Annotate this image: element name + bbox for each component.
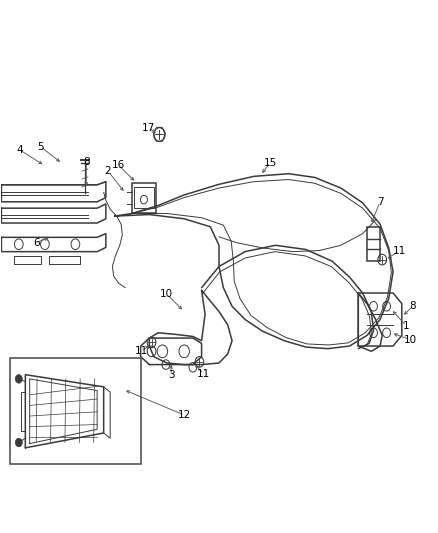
Text: 17: 17 xyxy=(142,123,155,133)
Text: 11: 11 xyxy=(392,246,406,256)
Text: 15: 15 xyxy=(264,158,277,167)
Text: 6: 6 xyxy=(33,238,39,248)
Circle shape xyxy=(15,375,22,383)
Text: 4: 4 xyxy=(16,145,23,155)
Bar xyxy=(132,183,156,214)
Bar xyxy=(367,227,380,261)
Bar xyxy=(134,187,154,208)
Text: 10: 10 xyxy=(160,289,173,299)
Text: 11: 11 xyxy=(135,346,148,357)
Bar xyxy=(10,358,141,464)
Text: 16: 16 xyxy=(111,160,125,169)
Text: 10: 10 xyxy=(404,335,417,345)
Text: 2: 2 xyxy=(105,166,111,176)
Text: 3: 3 xyxy=(168,370,174,380)
Text: 8: 8 xyxy=(410,301,416,311)
Text: 5: 5 xyxy=(37,142,44,152)
Text: 7: 7 xyxy=(377,197,383,207)
Text: 12: 12 xyxy=(177,410,191,420)
Circle shape xyxy=(15,438,22,447)
Text: 8: 8 xyxy=(83,157,89,166)
Text: 1: 1 xyxy=(403,321,410,331)
Text: 11: 11 xyxy=(197,369,210,378)
